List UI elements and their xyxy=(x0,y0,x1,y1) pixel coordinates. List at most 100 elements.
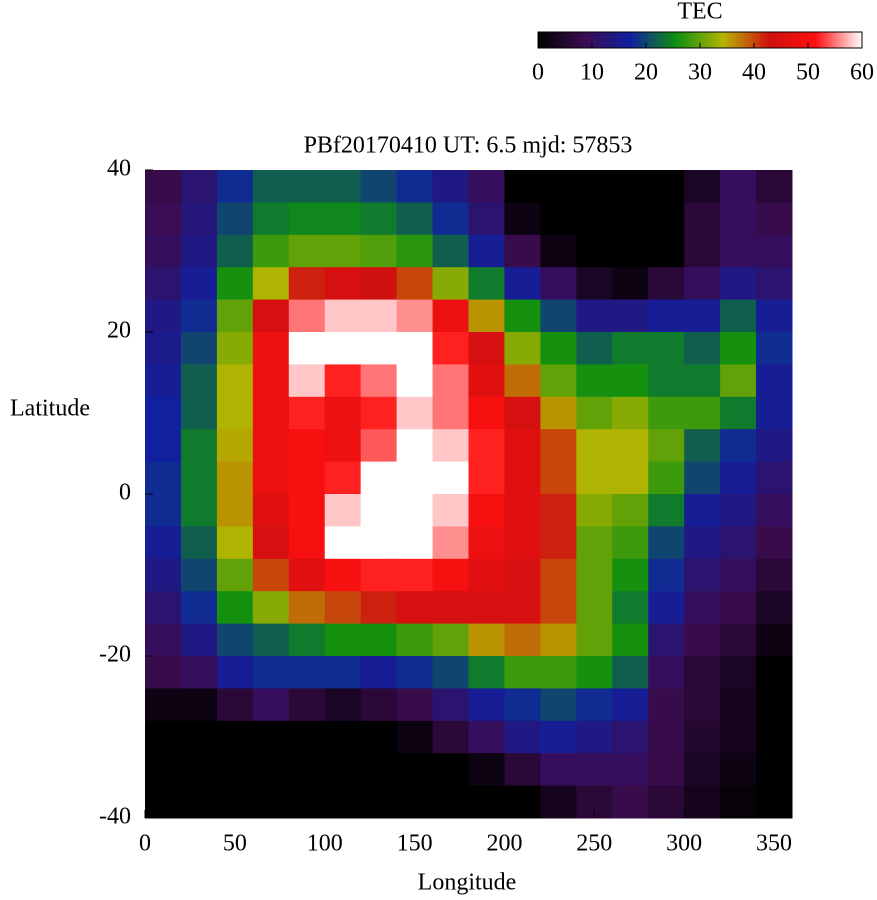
heatmap-cell xyxy=(684,526,721,560)
heatmap-cell xyxy=(648,234,685,268)
heatmap-cell xyxy=(216,202,254,236)
heatmap-cell xyxy=(288,623,326,657)
heatmap-cell xyxy=(684,461,721,495)
heatmap-cell xyxy=(288,429,326,463)
heatmap-cell xyxy=(360,396,398,430)
heatmap-cell xyxy=(432,429,469,463)
heatmap-cell xyxy=(180,656,218,689)
heatmap-cell xyxy=(252,656,290,689)
heatmap-cell xyxy=(145,332,182,365)
heatmap-cell xyxy=(612,364,649,398)
heatmap-cell xyxy=(360,364,398,398)
heatmap-cell xyxy=(612,591,649,625)
heatmap-cell xyxy=(540,785,577,819)
heatmap-cell xyxy=(360,656,398,689)
heatmap-cell xyxy=(576,656,613,689)
heatmap-cell xyxy=(720,720,757,754)
heatmap-cell xyxy=(468,332,505,365)
heatmap-cell xyxy=(288,234,326,268)
heatmap-cell xyxy=(540,364,577,398)
heatmap-cell xyxy=(576,688,613,722)
heatmap-cell xyxy=(216,429,254,463)
heatmap-cell xyxy=(324,170,362,203)
heatmap-cell xyxy=(288,688,326,722)
heatmap-cell xyxy=(145,753,182,787)
y-tick-label: -40 xyxy=(99,804,131,830)
heatmap-cell xyxy=(540,688,577,722)
heatmap-cell xyxy=(684,364,721,398)
colorbar-tick-label: 0 xyxy=(532,60,544,86)
heatmap-cell xyxy=(252,202,290,236)
heatmap-cell xyxy=(180,364,218,398)
heatmap-cell xyxy=(396,364,434,398)
heatmap-cell xyxy=(324,591,362,625)
heatmap-cell xyxy=(540,494,577,527)
heatmap-cell xyxy=(756,364,793,398)
heatmap-cell xyxy=(360,688,398,722)
heatmap-cell xyxy=(648,396,685,430)
heatmap-cell xyxy=(684,332,721,365)
heatmap-cell xyxy=(180,429,218,463)
heatmap-cell xyxy=(684,202,721,236)
heatmap-cell xyxy=(684,591,721,625)
heatmap-cell xyxy=(252,299,290,333)
heatmap-cell xyxy=(360,785,398,819)
x-tick-label: 350 xyxy=(756,831,792,857)
heatmap-cell xyxy=(396,461,434,495)
heatmap-cell xyxy=(252,558,290,592)
heatmap-cell xyxy=(216,753,254,787)
heatmap-cell xyxy=(288,720,326,754)
heatmap-cell xyxy=(612,202,649,236)
heatmap-cell xyxy=(288,396,326,430)
heatmap-cell xyxy=(216,396,254,430)
heatmap-cell xyxy=(576,720,613,754)
heatmap-cell xyxy=(324,267,362,301)
heatmap-cell xyxy=(576,364,613,398)
heatmap-cell xyxy=(288,299,326,333)
heatmap-cell xyxy=(540,170,577,203)
heatmap-cell xyxy=(612,753,649,787)
heatmap-cell xyxy=(216,494,254,527)
heatmap-cell xyxy=(468,396,505,430)
heatmap-cell xyxy=(468,623,505,657)
heatmap-cell xyxy=(216,267,254,301)
heatmap-cell xyxy=(145,170,182,203)
heatmap-cell xyxy=(288,656,326,689)
heatmap-cell xyxy=(504,332,541,365)
heatmap-cell xyxy=(720,234,757,268)
heatmap-cell xyxy=(324,720,362,754)
heatmap-cell xyxy=(540,202,577,236)
heatmap-cell xyxy=(432,364,469,398)
heatmap-cell xyxy=(288,267,326,301)
heatmap-cell xyxy=(504,299,541,333)
colorbar-tick-label: 40 xyxy=(742,60,766,86)
heatmap-cell xyxy=(576,461,613,495)
heatmap-cell xyxy=(432,591,469,625)
heatmap-cell xyxy=(145,688,182,722)
heatmap-cell xyxy=(432,170,469,203)
heatmap-cell xyxy=(360,429,398,463)
x-tick-label: 300 xyxy=(666,831,702,857)
heatmap-cell xyxy=(468,364,505,398)
heatmap-cell xyxy=(720,753,757,787)
x-axis-label: Longitude xyxy=(418,870,517,896)
heatmap-cell xyxy=(360,267,398,301)
heatmap-cell xyxy=(145,623,182,657)
heatmap-cell xyxy=(684,170,721,203)
heatmap-cell xyxy=(145,720,182,754)
heatmap-cell xyxy=(216,461,254,495)
heatmap-cell xyxy=(288,558,326,592)
heatmap-cell xyxy=(432,558,469,592)
x-tick-label: 100 xyxy=(307,831,343,857)
heatmap-cell xyxy=(720,558,757,592)
heatmap-cell xyxy=(180,202,218,236)
heatmap-cell xyxy=(684,720,721,754)
heatmap-cell xyxy=(756,396,793,430)
heatmap-cell xyxy=(432,656,469,689)
heatmap-cell xyxy=(180,558,218,592)
heatmap-cell xyxy=(145,656,182,689)
heatmap-cell xyxy=(612,170,649,203)
heatmap-cell xyxy=(288,364,326,398)
heatmap-cell xyxy=(756,202,793,236)
heatmap-cell xyxy=(432,720,469,754)
